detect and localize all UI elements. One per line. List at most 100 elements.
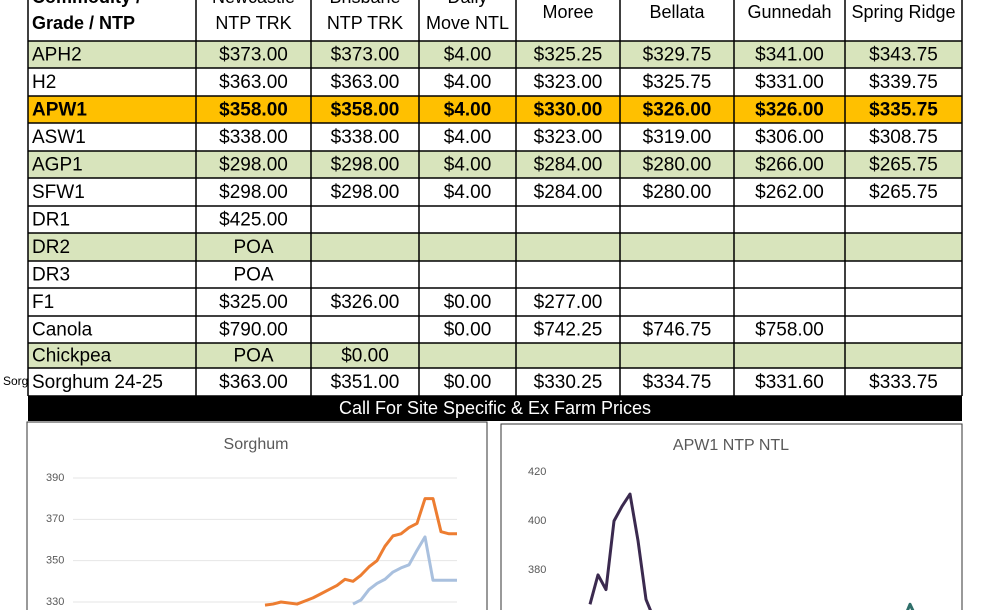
row-background xyxy=(28,68,962,96)
price-cell: $262.00 xyxy=(755,182,824,203)
plot-area xyxy=(73,477,457,607)
column-header: Moree xyxy=(542,2,593,22)
column-header: NTP TRK xyxy=(215,13,291,33)
price-cell: $4.00 xyxy=(444,182,492,203)
chart-title: Sorghum xyxy=(224,436,289,453)
column-header: Move NTL xyxy=(426,13,509,33)
price-cell: $4.00 xyxy=(444,72,492,93)
row-label: DR3 xyxy=(32,265,70,286)
row-background xyxy=(28,288,962,316)
price-cell: $758.00 xyxy=(755,320,824,341)
price-cell: $298.00 xyxy=(219,155,288,176)
price-cell: $358.00 xyxy=(331,100,400,121)
column-header: Brisbane xyxy=(329,0,400,7)
row-background xyxy=(28,368,196,396)
price-cell: $326.00 xyxy=(755,100,824,121)
price-cell: $323.00 xyxy=(534,72,603,93)
price-cell: $331.60 xyxy=(755,372,824,393)
price-cell: $331.00 xyxy=(755,72,824,93)
row-background xyxy=(28,41,962,68)
price-cell: $351.00 xyxy=(331,372,400,393)
y-tick-label: 420 xyxy=(528,466,546,478)
price-cell: $0.00 xyxy=(341,346,389,367)
price-cell: $4.00 xyxy=(444,100,492,121)
price-cell: $373.00 xyxy=(331,45,400,66)
price-cell: $790.00 xyxy=(219,320,288,341)
price-cell: $363.00 xyxy=(331,72,400,93)
price-cell: $298.00 xyxy=(331,155,400,176)
price-cell: $335.75 xyxy=(869,100,938,121)
price-cell: $325.00 xyxy=(219,292,288,313)
data-line xyxy=(352,535,457,606)
row-label: H2 xyxy=(32,72,56,93)
y-tick-label: 370 xyxy=(46,513,64,525)
column-header: Grade / NTP xyxy=(32,13,135,33)
price-cell: $277.00 xyxy=(534,292,603,313)
price-cell: $319.00 xyxy=(643,127,712,148)
chart: Sorghum 330 350 370 390 xyxy=(26,421,488,610)
chart-frame xyxy=(500,423,963,610)
price-cell: $4.00 xyxy=(444,155,492,176)
row-label: AGP1 xyxy=(32,155,83,176)
price-cell: POA xyxy=(233,265,273,286)
price-cell: $343.75 xyxy=(869,45,938,66)
row-background xyxy=(28,261,962,288)
price-cell: $339.75 xyxy=(869,72,938,93)
price-cell: $280.00 xyxy=(643,182,712,203)
row-label: DR1 xyxy=(32,210,70,231)
price-cell: $330.25 xyxy=(534,372,603,393)
price-cell: $266.00 xyxy=(755,155,824,176)
row-background xyxy=(28,151,962,178)
column-header: Daily xyxy=(447,0,487,7)
row-label: Sorghum 24-25 xyxy=(32,372,163,393)
price-cell: $330.00 xyxy=(534,100,603,121)
price-cell: $308.75 xyxy=(869,127,938,148)
row-background xyxy=(28,178,962,206)
price-cell: $373.00 xyxy=(219,45,288,66)
price-cell: $358.00 xyxy=(219,100,288,121)
row-background xyxy=(28,233,962,261)
y-tick-label: 350 xyxy=(46,555,64,567)
row-background xyxy=(28,123,962,151)
row-background xyxy=(28,206,962,233)
row-label: DR2 xyxy=(32,237,70,258)
price-cell: $4.00 xyxy=(444,127,492,148)
column-header: Spring Ridge xyxy=(851,2,955,22)
spill-text: Sorg xyxy=(3,374,28,388)
data-line xyxy=(906,602,915,610)
plot-area xyxy=(588,492,915,610)
column-header: Gunnedah xyxy=(747,2,831,22)
row-label: F1 xyxy=(32,292,54,313)
data-line xyxy=(264,497,457,607)
price-cell: $341.00 xyxy=(755,45,824,66)
price-cell: $298.00 xyxy=(219,182,288,203)
price-cell: $323.00 xyxy=(534,127,603,148)
price-cell: $329.75 xyxy=(643,45,712,66)
row-label: ASW1 xyxy=(32,127,86,148)
column-header: NTP TRK xyxy=(327,13,403,33)
price-cell: $306.00 xyxy=(755,127,824,148)
chart: APW1 NTP NTL 380 400 420 xyxy=(500,423,963,610)
price-cell: $298.00 xyxy=(331,182,400,203)
price-cell: $284.00 xyxy=(534,182,603,203)
price-cell: $0.00 xyxy=(444,320,492,341)
price-cell: $363.00 xyxy=(219,372,288,393)
price-cell: $4.00 xyxy=(444,45,492,66)
price-cell: $326.00 xyxy=(331,292,400,313)
price-cell: $0.00 xyxy=(444,372,492,393)
price-cell: $746.75 xyxy=(643,320,712,341)
data-line xyxy=(588,492,652,610)
row-label: APW1 xyxy=(32,100,87,121)
price-cell: $742.25 xyxy=(534,320,603,341)
row-background xyxy=(28,96,962,123)
price-cell: $325.25 xyxy=(534,45,603,66)
row-background xyxy=(28,316,962,343)
row-label: APH2 xyxy=(32,45,82,66)
price-cell: $0.00 xyxy=(444,292,492,313)
column-header: Newcastle xyxy=(212,0,295,7)
charts: Sorghum 330 350 370 390 APW1 NTP NTL 380 400 420 xyxy=(26,421,963,610)
y-tick-label: 390 xyxy=(46,472,64,484)
price-cell: $425.00 xyxy=(219,210,288,231)
y-tick-label: 330 xyxy=(46,596,64,608)
price-table: Sorg Commodity / Grade / NTP Newcastle NTP T… xyxy=(3,0,963,421)
